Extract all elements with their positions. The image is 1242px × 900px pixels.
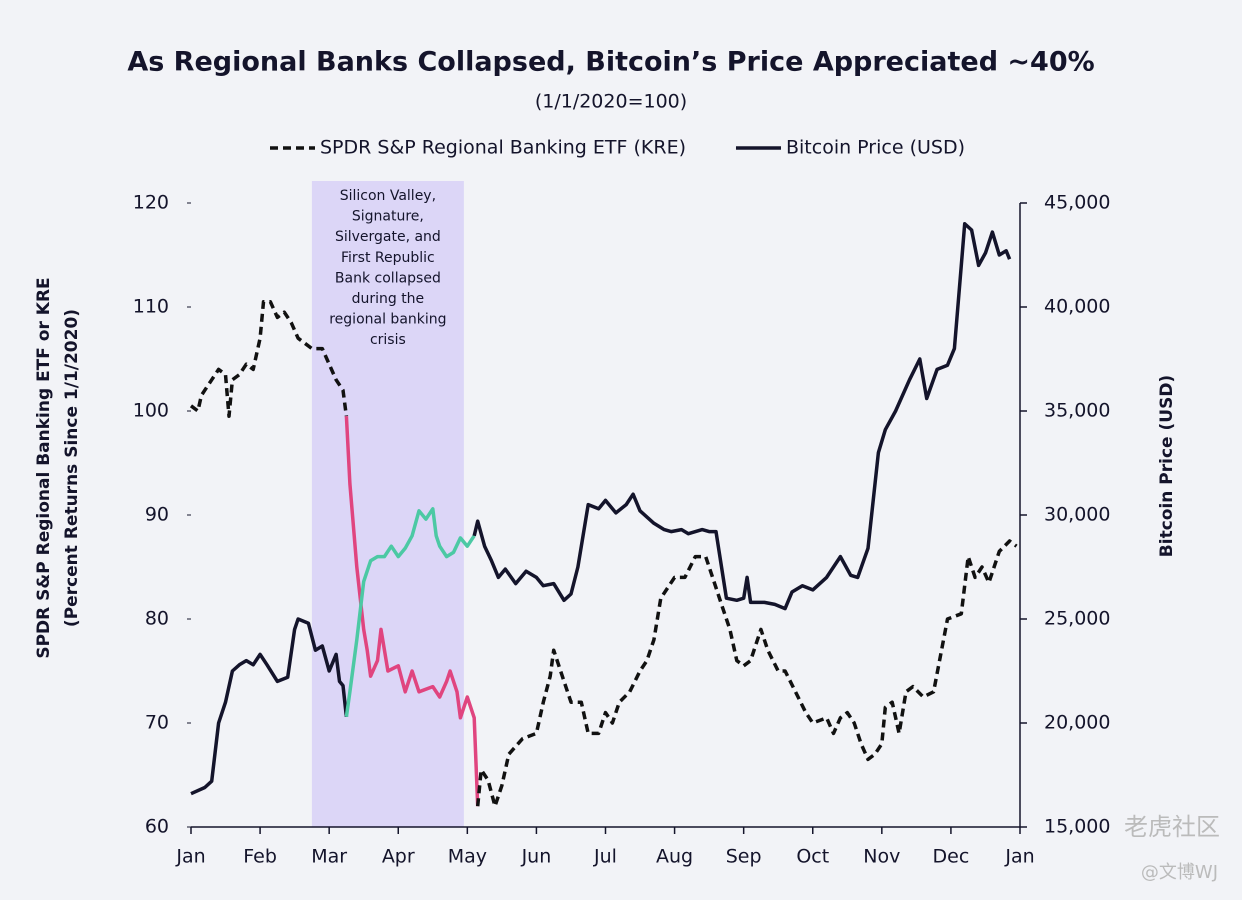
y-tick-label: 100 — [133, 400, 169, 422]
annotation: Signature, — [352, 209, 424, 225]
line — [475, 539, 1018, 808]
y-tick-label: 60 — [145, 816, 169, 838]
x-tick-label: Oct — [796, 846, 829, 868]
x-tick-label: Jul — [593, 846, 617, 868]
annotation: First Republic — [341, 250, 435, 266]
annotation: Silicon Valley, — [340, 188, 436, 204]
watermark: @文博WJ — [1141, 862, 1218, 883]
y2-axis-title: Bitcoin Price (USD) — [1157, 375, 1177, 557]
y-axis-title: (Percent Returns Since 1/1/2020) — [62, 309, 82, 627]
y2-tick-label: 45,000 — [1044, 192, 1110, 214]
x-tick-label: Apr — [382, 846, 415, 868]
y-tick-label: 110 — [133, 296, 169, 318]
x-tick-label: Jun — [521, 846, 552, 868]
y2-tick-label: 40,000 — [1044, 296, 1110, 318]
line — [472, 222, 1012, 611]
line — [189, 300, 349, 418]
y-tick-label: 80 — [145, 608, 169, 630]
annotation: crisis — [370, 332, 406, 348]
line — [190, 617, 349, 796]
y2-tick-label: 25,000 — [1044, 608, 1110, 630]
highlight-line — [344, 416, 480, 807]
x-tick-label: May — [448, 846, 487, 868]
annotation: Silvergate, and — [335, 229, 441, 245]
x-tick-label: Feb — [243, 846, 277, 868]
y-tick-label: 70 — [145, 712, 169, 734]
y2-tick-label: 35,000 — [1044, 400, 1110, 422]
y2-tick-label: 20,000 — [1044, 712, 1110, 734]
y2-tick-label: 15,000 — [1044, 816, 1110, 838]
x-tick-label: Sep — [726, 846, 762, 868]
watermark: 老虎社区 — [1124, 813, 1220, 841]
annotation: during the — [352, 291, 425, 307]
x-tick-label: Jan — [1004, 846, 1034, 868]
legend-label: SPDR S&P Regional Banking ETF (KRE) — [320, 137, 686, 159]
x-tick-label: Nov — [863, 846, 900, 868]
chart-subtitle: (1/1/2020=100) — [535, 91, 687, 113]
x-tick-label: Jan — [175, 846, 205, 868]
x-tick-label: Aug — [656, 846, 693, 868]
y2-tick-label: 30,000 — [1044, 504, 1110, 526]
shaded-region — [311, 181, 464, 827]
x-tick-label: Mar — [311, 846, 347, 868]
highlight-line — [344, 507, 476, 718]
annotation: Bank collapsed — [335, 270, 441, 286]
y-axis-title: SPDR S&P Regional Banking ETF or KRE — [34, 277, 54, 658]
y-tick-label: 90 — [145, 504, 169, 526]
x-tick-label: Dec — [933, 846, 970, 868]
chart-title: As Regional Banks Collapsed, Bitcoin’s P… — [127, 47, 1094, 78]
y-tick-label: 120 — [133, 192, 169, 214]
legend-label: Bitcoin Price (USD) — [786, 137, 965, 159]
annotation: regional banking — [329, 312, 446, 328]
